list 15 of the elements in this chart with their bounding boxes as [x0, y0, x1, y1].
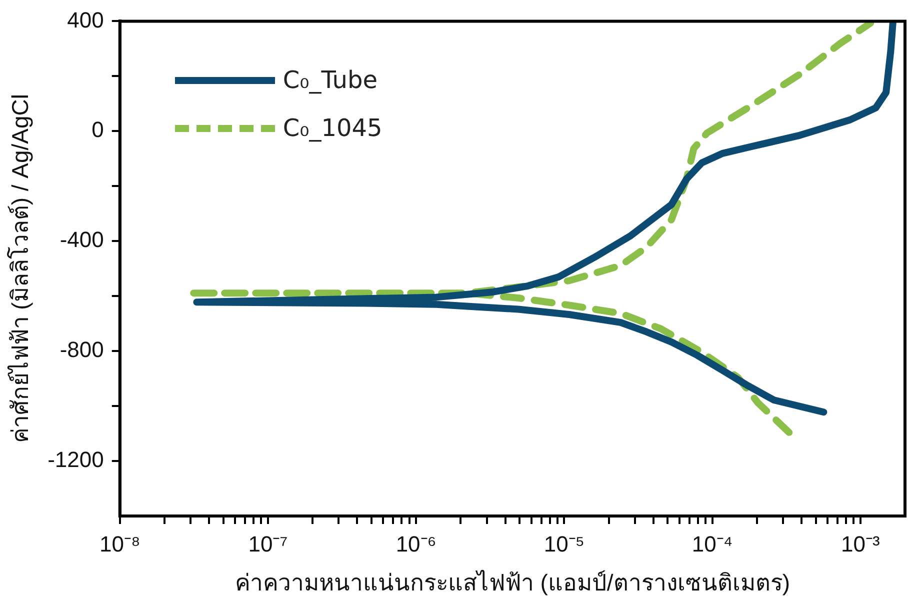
- x-tick-label: 10⁻⁸: [99, 531, 140, 556]
- x-axis-title: ค่าความหนาแน่นกระแสไฟฟ้า (แอมป์/ตารางเซนติเมตร): [234, 570, 790, 596]
- x-tick-label: 10⁻⁷: [248, 531, 288, 556]
- x-tick-label: 10⁻⁵: [544, 531, 584, 556]
- y-axis-title: ค่าศักย์ไฟฟ้า (มิลลิโวลต์) / Ag/AgCl: [7, 94, 34, 444]
- y-tick-label: 400: [67, 7, 104, 32]
- y-tick-label: 0: [92, 117, 104, 142]
- legend-label: C₀_Tube: [282, 66, 378, 94]
- x-tick-label: 10⁻⁴: [692, 531, 733, 556]
- x-tick-label: 10⁻⁶: [396, 531, 436, 556]
- legend-label: C₀_1045: [282, 114, 382, 142]
- x-tick-label: 10⁻³: [841, 531, 880, 556]
- y-tick-label: -1200: [48, 447, 104, 472]
- y-tick-label: -400: [60, 227, 104, 252]
- y-tick-label: -800: [60, 337, 104, 362]
